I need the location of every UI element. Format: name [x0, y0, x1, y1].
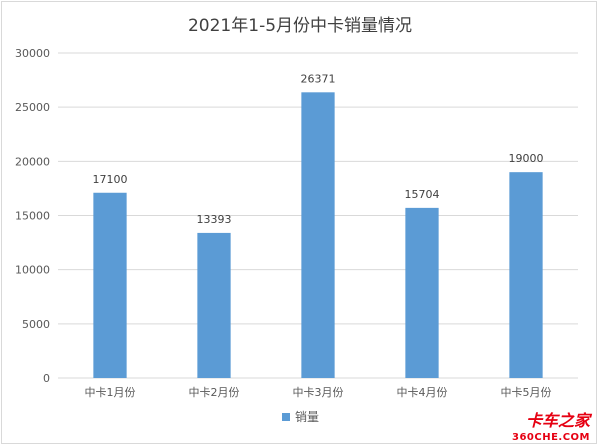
legend-label: 销量 [295, 410, 319, 424]
legend-swatch [282, 413, 290, 421]
y-tick-label: 5000 [22, 318, 50, 331]
y-tick-label: 25000 [15, 101, 50, 114]
bar [93, 192, 127, 378]
data-label: 15704 [405, 188, 440, 201]
x-category-label: 中卡4月份 [397, 386, 448, 399]
bar [509, 172, 543, 378]
bar [405, 207, 439, 378]
data-labels: 17100 13393 26371 15704 19000 [93, 72, 544, 226]
x-category-label: 中卡1月份 [85, 386, 136, 399]
x-category-label: 中卡3月份 [293, 386, 344, 399]
y-tick-label: 15000 [15, 210, 50, 223]
y-tick-label: 30000 [15, 47, 50, 60]
data-label: 19000 [509, 152, 544, 165]
y-axis-tick-labels: 0 5000 10000 15000 20000 25000 30000 [15, 47, 50, 385]
data-label: 26371 [301, 72, 336, 85]
data-label: 17100 [93, 173, 128, 186]
y-tick-label: 0 [43, 372, 50, 385]
data-label: 13393 [197, 213, 232, 226]
legend: 销量 [282, 410, 319, 424]
bar [301, 92, 335, 379]
x-axis-category-labels: 中卡1月份 中卡2月份 中卡3月份 中卡4月份 中卡5月份 [85, 386, 552, 399]
y-tick-label: 20000 [15, 155, 50, 168]
chart-title: 2021年1-5月份中卡销量情况 [188, 16, 412, 36]
y-tick-label: 10000 [15, 264, 50, 277]
bars [93, 92, 543, 379]
x-category-label: 中卡5月份 [501, 386, 552, 399]
x-category-label: 中卡2月份 [189, 386, 240, 399]
bar [197, 232, 231, 378]
